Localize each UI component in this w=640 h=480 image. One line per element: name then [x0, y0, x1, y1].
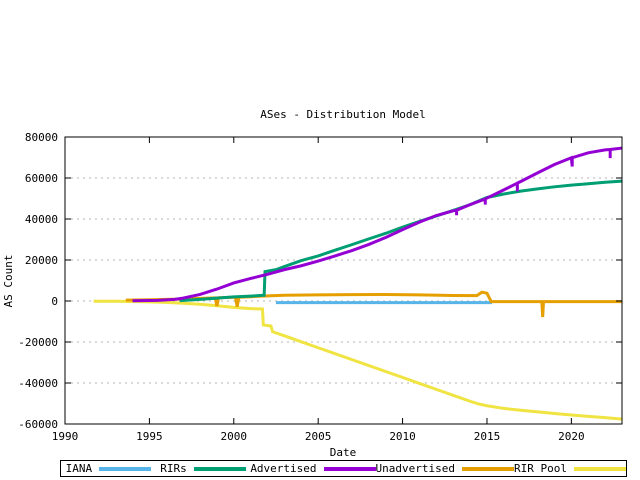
series-line-advertised [132, 146, 623, 303]
legend-item-rirs: RIRs [156, 462, 251, 475]
legend-label: IANA [65, 462, 93, 475]
x-tick-label: 1990 [52, 430, 79, 443]
x-tick-label: 2005 [305, 430, 332, 443]
legend-swatch [462, 466, 515, 471]
x-tick-label: 2000 [221, 430, 248, 443]
x-tick-label: 2020 [558, 430, 585, 443]
y-tick-label: 80000 [25, 131, 58, 144]
legend-item-iana: IANA [61, 462, 156, 475]
series-line-rirs [179, 179, 623, 303]
series-line-rir-pool [93, 299, 623, 421]
y-tick-label: 40000 [25, 213, 58, 226]
plot-content: 1990 1995 2000 2005 2010 2015 2020 -60000 -40000… [18, 131, 623, 443]
legend-swatch [193, 466, 246, 471]
y-tick-label: 60000 [25, 172, 58, 185]
y-tick-label: 20000 [25, 254, 58, 267]
legend-swatch [574, 466, 627, 471]
x-axis-label: Date [330, 446, 357, 459]
y-tick-label: -40000 [18, 377, 58, 390]
legend-item-advertised: Advertised [250, 462, 376, 475]
legend-item-unadvertised: Unadvertised [375, 462, 515, 475]
x-tick-label: 2010 [389, 430, 416, 443]
y-tick-label: -60000 [18, 418, 58, 431]
legend-label: Unadvertised [375, 462, 456, 475]
y-tick-label: -20000 [18, 336, 58, 349]
chart-title: ASes - Distribution Model [260, 108, 426, 121]
legend-swatch [323, 466, 376, 471]
legend: IANA RIRs Advertised Unadvertised RIR Pool [60, 460, 627, 477]
y-tick-label: 0 [51, 295, 58, 308]
legend-label: Advertised [250, 462, 317, 475]
legend-label: RIR Pool [514, 462, 568, 475]
x-tick-label: 1995 [136, 430, 163, 443]
plot-border [64, 136, 623, 425]
legend-swatch [99, 466, 152, 471]
legend-label: RIRs [160, 462, 187, 475]
legend-item-rir-pool: RIR Pool [514, 462, 627, 475]
x-tick-label: 2015 [474, 430, 501, 443]
y-axis-label: AS Count [2, 255, 15, 308]
